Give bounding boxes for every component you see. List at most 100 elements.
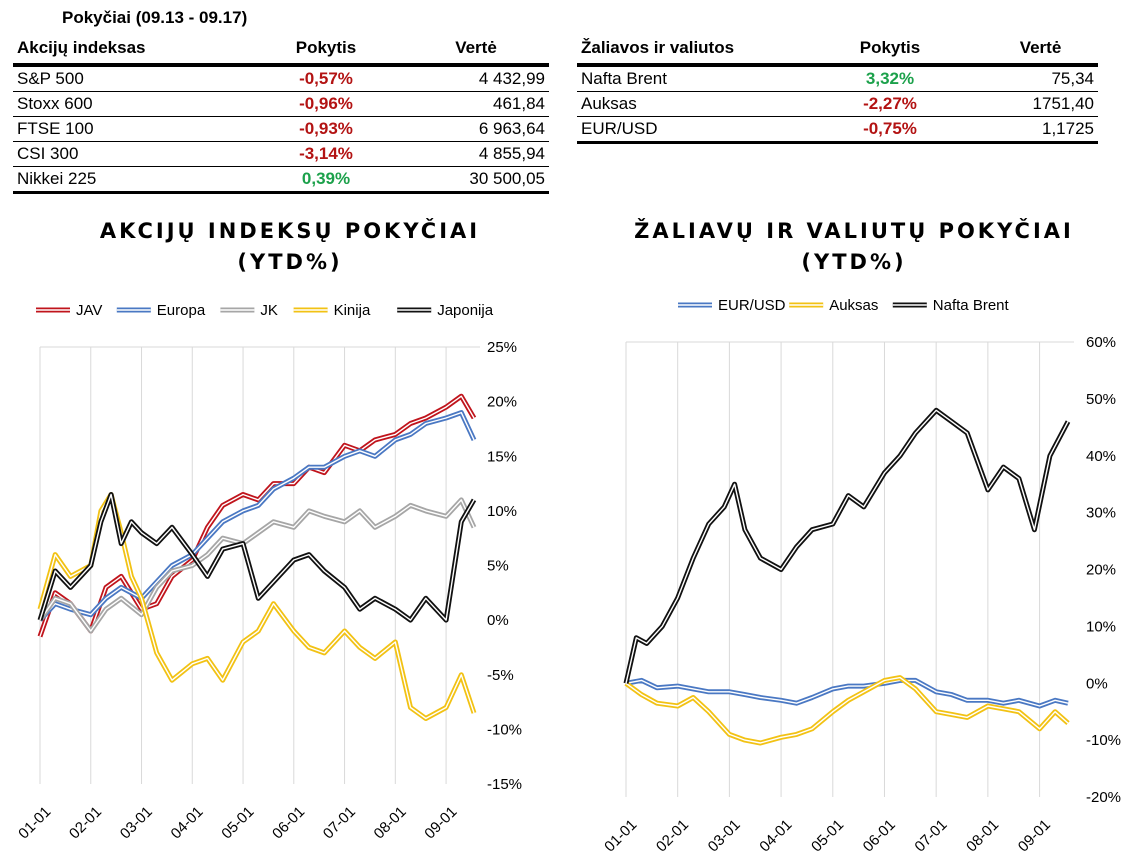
chart0-x-tick-label: 06-01 xyxy=(269,803,308,842)
chart1-series-auksas xyxy=(624,675,1070,746)
commodity-value-cell: 1,1725 xyxy=(983,116,1098,144)
chart1-y-tick-label: 60% xyxy=(1086,334,1116,351)
chart1-series-nafta-brent xyxy=(623,407,1071,684)
chart1-x-tick-label: 01-01 xyxy=(601,816,640,855)
equity-chart-title: AKCIJŲ INDEKSŲ POKYČIAI (YTD%) xyxy=(40,216,540,278)
equity-header-name: Akcijų indeksas xyxy=(13,33,249,67)
chart0-y-tick-label: 20% xyxy=(487,394,517,411)
equity-change-cell: -0,96% xyxy=(249,91,403,117)
chart0-x-tick-label: 04-01 xyxy=(168,803,207,842)
chart1-y-tick-label: 30% xyxy=(1086,505,1116,522)
commodity-chart-title: ŽALIAVŲ IR VALIUTŲ POKYČIAI (YTD%) xyxy=(604,216,1104,278)
chart1-x-tick-label: 08-01 xyxy=(963,816,1002,855)
commodity-change-cell: -2,27% xyxy=(797,91,983,117)
chart0-x-tick-label: 05-01 xyxy=(218,803,257,842)
commodity-value-cell: 1751,40 xyxy=(983,91,1098,117)
equity-row: CSI 300 -3,14% 4 855,94 xyxy=(13,141,549,167)
equity-row: FTSE 100 -0,93% 6 963,64 xyxy=(13,116,549,142)
chart0-y-tick-label: 25% xyxy=(487,339,517,356)
equity-value-cell: 461,84 xyxy=(403,91,549,117)
commodity-table-header: Žaliavos ir valiutos Pokytis Vertė xyxy=(577,33,1098,67)
chart1-x-tick-label: 02-01 xyxy=(653,816,692,855)
commodity-change-cell: -0,75% xyxy=(797,116,983,144)
chart1-y-tick-label: 50% xyxy=(1086,391,1116,408)
chart0-y-tick-label: 0% xyxy=(487,612,509,629)
chart0-legend-label: JK xyxy=(260,302,278,319)
chart0-legend-item: JK xyxy=(220,302,278,319)
chart0-series-line-inner xyxy=(39,411,475,621)
chart1-x-tick-label: 03-01 xyxy=(705,816,744,855)
equity-name-cell: S&P 500 xyxy=(13,65,249,92)
chart0-legend-label: Japonija xyxy=(437,302,494,319)
chart0-y-tick-label: -15% xyxy=(487,776,522,793)
chart0-y-tick-label: -10% xyxy=(487,721,522,738)
commodity-name-cell: EUR/USD xyxy=(577,116,797,144)
commodity-row: Auksas -2,27% 1751,40 xyxy=(577,91,1098,117)
chart0-series-kinija xyxy=(37,492,477,721)
equity-header-change: Pokytis xyxy=(249,33,403,67)
chart1-legend-item: EUR/USD xyxy=(678,297,786,314)
chart1-legend-item: Auksas xyxy=(789,297,878,314)
commodity-row: Nafta Brent 3,32% 75,34 xyxy=(577,65,1098,92)
chart0-series-line-inner xyxy=(39,493,475,621)
equity-change-cell: -0,57% xyxy=(249,65,403,92)
equity-table-header: Akcijų indeksas Pokytis Vertė xyxy=(13,33,549,67)
chart1-x-tick-label: 05-01 xyxy=(808,816,847,855)
commodity-table: Žaliavos ir valiutos Pokytis Vertė Nafta… xyxy=(577,33,1098,144)
equity-value-cell: 6 963,64 xyxy=(403,116,549,142)
chart1-legend-label: EUR/USD xyxy=(718,297,786,314)
chart0-x-tick-label: 02-01 xyxy=(66,803,105,842)
chart0-legend-item: Kinija xyxy=(293,302,371,319)
chart0-series-line-inner xyxy=(39,395,475,637)
commodity-name-cell: Nafta Brent xyxy=(577,65,797,92)
chart0-series-jk xyxy=(37,497,477,634)
commodity-header-value: Vertė xyxy=(983,33,1098,67)
chart0-series-line-inner xyxy=(39,499,475,632)
equity-change-cell: 0,39% xyxy=(249,166,403,194)
chart1-x-tick-label: 06-01 xyxy=(860,816,899,855)
period-title: Pokyčiai (09.13 - 09.17) xyxy=(62,8,248,27)
chart0-y-tick-label: 15% xyxy=(487,448,517,465)
commodity-chart-title-line1: ŽALIAVŲ IR VALIUTŲ POKYČIAI xyxy=(634,219,1074,243)
equity-change-cell: -3,14% xyxy=(249,141,403,167)
chart1-series-eur-usd xyxy=(625,677,1069,709)
equity-chart-title-line2: (YTD%) xyxy=(237,250,343,274)
chart0-series-jav xyxy=(37,393,477,638)
commodity-header-change: Pokytis xyxy=(797,33,983,67)
chart1-x-tick-label: 09-01 xyxy=(1015,816,1054,855)
equity-table: Akcijų indeksas Pokytis Vertė S&P 500 -0,… xyxy=(13,33,549,194)
chart1-y-tick-label: -20% xyxy=(1086,789,1121,806)
chart0-x-tick-label: 08-01 xyxy=(371,803,410,842)
equity-value-cell: 4 855,94 xyxy=(403,141,549,167)
chart0-y-tick-label: -5% xyxy=(487,667,514,684)
chart0-x-tick-label: 01-01 xyxy=(15,803,54,842)
chart1-y-tick-label: 20% xyxy=(1086,562,1116,579)
equity-value-cell: 4 432,99 xyxy=(403,65,549,92)
equity-row: S&P 500 -0,57% 4 432,99 xyxy=(13,65,549,92)
commodity-chart-title-line2: (YTD%) xyxy=(801,250,907,274)
chart1-x-tick-label: 07-01 xyxy=(911,816,950,855)
chart0-legend-item: JAV xyxy=(36,302,102,319)
chart1-series-line-outer xyxy=(623,407,1071,684)
commodity-header-name: Žaliavos ir valiutos xyxy=(577,33,797,67)
chart0-legend-item: Europa xyxy=(116,302,206,319)
commodity-name-cell: Auksas xyxy=(577,91,797,117)
chart1-y-tick-label: 0% xyxy=(1086,675,1108,692)
chart0-legend-item: Japonija xyxy=(397,302,494,319)
chart1-legend-item: Nafta Brent xyxy=(892,297,1010,314)
chart0-y-tick-label: 10% xyxy=(487,503,517,520)
equity-change-cell: -0,93% xyxy=(249,116,403,142)
chart1-legend-label: Auksas xyxy=(829,297,878,314)
chart1-y-tick-label: 10% xyxy=(1086,618,1116,635)
chart0-x-tick-label: 07-01 xyxy=(320,803,359,842)
chart1-y-tick-label: -10% xyxy=(1086,732,1121,749)
chart1-y-tick-label: 40% xyxy=(1086,448,1116,465)
chart0-series-japonija xyxy=(37,492,477,623)
chart1-x-tick-label: 04-01 xyxy=(756,816,795,855)
equity-name-cell: Stoxx 600 xyxy=(13,91,249,117)
chart0-y-tick-label: 5% xyxy=(487,558,509,575)
chart0-series-line-outer xyxy=(37,492,477,721)
chart0-x-tick-label: 09-01 xyxy=(421,803,460,842)
equity-header-value: Vertė xyxy=(403,33,549,67)
